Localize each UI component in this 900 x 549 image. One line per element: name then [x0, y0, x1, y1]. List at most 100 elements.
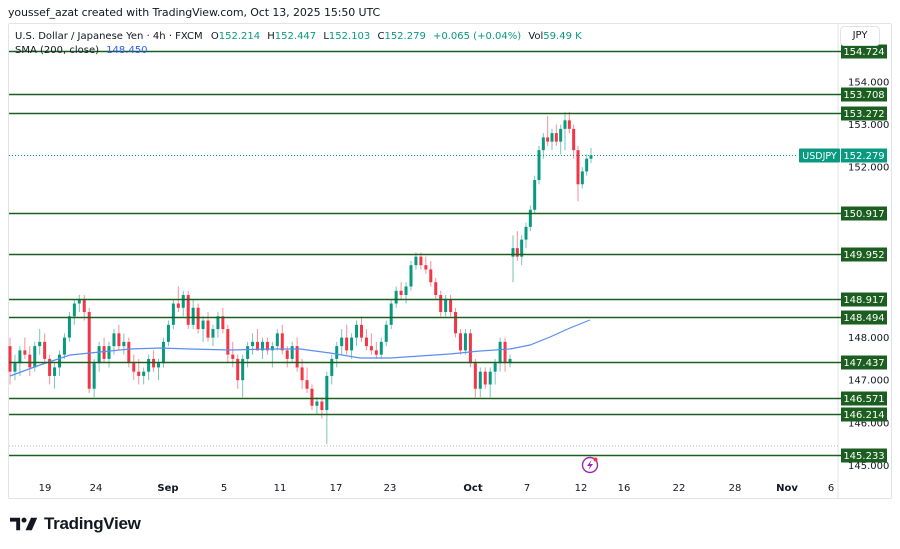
time-tick: 6 [828, 483, 834, 494]
svg-text:145.233: 145.233 [843, 451, 884, 462]
candle [72, 303, 76, 317]
time-tick: 16 [618, 483, 631, 494]
level-price-label: 146.571 [841, 391, 887, 406]
candle [166, 324, 170, 342]
level-price-label: 153.708 [841, 87, 887, 102]
level-price-label: 147.437 [841, 355, 887, 370]
candle [122, 341, 126, 347]
candle [285, 350, 289, 359]
svg-text:153.272: 153.272 [843, 109, 884, 120]
candle [520, 239, 524, 257]
candle [62, 337, 66, 355]
candle [498, 341, 502, 364]
chart-legend: U.S. Dollar / Japanese Yen · 4h · FXCM O… [15, 30, 582, 58]
candle [511, 248, 515, 257]
time-tick: 23 [384, 483, 397, 494]
time-tick: 19 [39, 483, 52, 494]
candle [468, 333, 472, 364]
candle [580, 171, 584, 185]
time-tick: 7 [524, 483, 530, 494]
candle [67, 316, 71, 338]
candle [231, 354, 235, 359]
candle [265, 341, 269, 351]
time-tick: 22 [673, 483, 686, 494]
candle [359, 324, 363, 338]
candle [515, 248, 519, 257]
level-price-label: 146.214 [841, 407, 887, 422]
candles [8, 111, 593, 445]
chart-credit: youssef_azat created with TradingView.co… [8, 6, 381, 19]
candle [439, 295, 443, 313]
candle [463, 333, 467, 351]
candle [478, 371, 482, 389]
candle [541, 137, 545, 151]
candle [364, 337, 368, 347]
price-tick: 148.000 [848, 333, 889, 344]
candle [82, 299, 86, 313]
candle [379, 341, 383, 355]
candle [18, 350, 22, 364]
candle [458, 333, 462, 351]
legend-sma-row[interactable]: SMA (200, close) 148.450 [15, 44, 582, 58]
svg-text:147.437: 147.437 [843, 358, 884, 369]
candle [559, 128, 563, 142]
candle [429, 269, 433, 283]
candle [404, 286, 408, 295]
currency-selector[interactable]: JPY [840, 26, 880, 46]
economic-event-icon[interactable] [581, 456, 599, 474]
price-tick: 154.000 [848, 78, 889, 89]
legend-symbol-row: U.S. Dollar / Japanese Yen · 4h · FXCM O… [15, 31, 582, 42]
candle [409, 265, 413, 287]
symbol-description[interactable]: U.S. Dollar / Japanese Yen · 4h · FXCM [15, 31, 203, 42]
price-tick: 153.000 [848, 120, 889, 131]
chart-pane[interactable] [8, 23, 892, 499]
time-tick: Oct [463, 483, 482, 494]
candle [77, 299, 81, 304]
svg-text:153.708: 153.708 [843, 90, 884, 101]
candle [28, 354, 32, 368]
candle [493, 363, 497, 372]
candle [320, 401, 324, 411]
price-tick: 146.000 [848, 418, 889, 429]
time-tick: 24 [90, 483, 103, 494]
candle [236, 358, 240, 381]
candle [384, 324, 388, 342]
time-tick: 12 [575, 483, 588, 494]
candle [117, 333, 121, 347]
candle [226, 329, 230, 355]
candle [546, 137, 550, 142]
candle [300, 367, 304, 381]
candle [171, 303, 175, 325]
candle [280, 333, 284, 351]
sma-label: SMA (200, close) [15, 45, 99, 56]
candle [181, 295, 185, 308]
candle [216, 316, 220, 330]
candle [563, 120, 567, 129]
candle [340, 337, 344, 347]
candle [191, 307, 195, 325]
candle [295, 346, 299, 368]
candle [8, 346, 12, 372]
level-price-label: 145.233 [841, 448, 887, 463]
candle [107, 346, 111, 359]
candle [251, 341, 255, 347]
candle [576, 150, 580, 185]
candle [330, 358, 334, 376]
time-tick: 5 [221, 483, 227, 494]
candle [567, 120, 571, 129]
candle [127, 341, 131, 364]
level-price-label: 150.917 [841, 206, 887, 221]
candle [97, 346, 101, 364]
low-value: 152.103 [328, 31, 371, 42]
candle [399, 290, 403, 295]
volume-value: 59.49 K [543, 31, 582, 42]
candle [92, 363, 96, 389]
candle [508, 358, 512, 364]
candle [58, 354, 62, 368]
time-tick: 17 [330, 483, 343, 494]
candle [275, 333, 279, 347]
candle [434, 282, 438, 295]
candle [374, 350, 378, 355]
candle [290, 346, 294, 359]
